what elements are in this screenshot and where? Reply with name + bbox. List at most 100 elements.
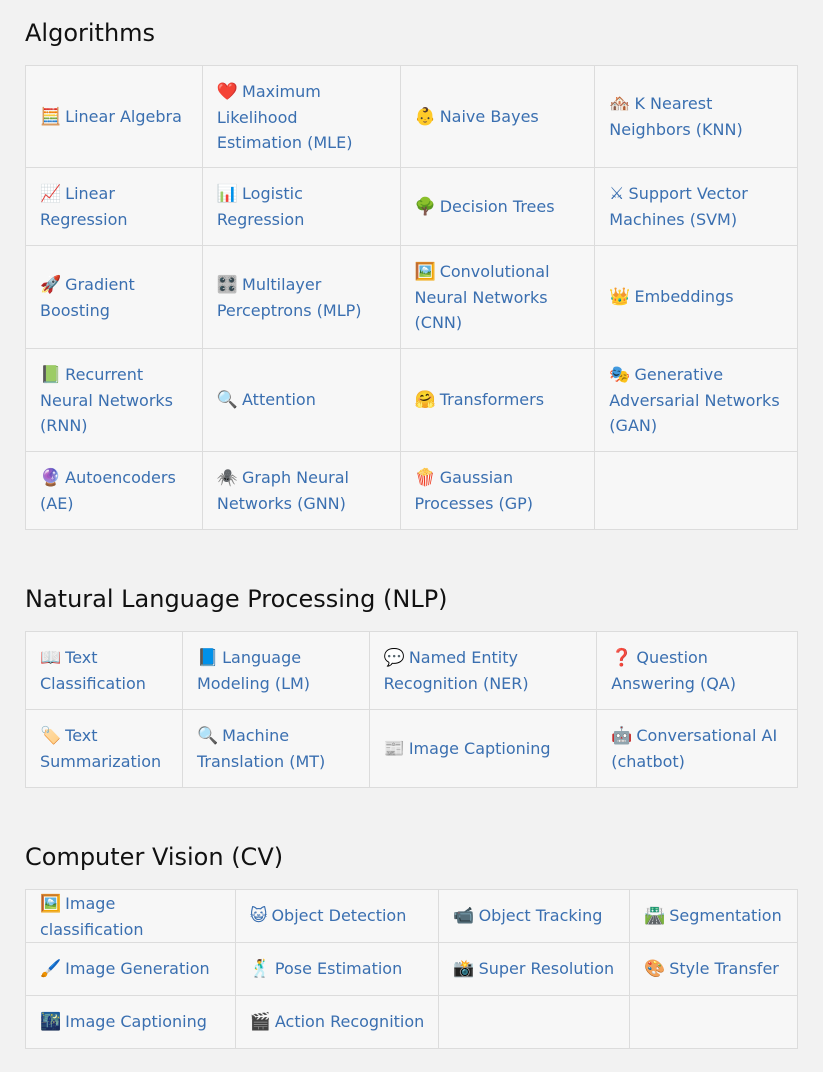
topic-link[interactable]: 👶 Naive Bayes: [414, 106, 539, 127]
topic-label: Super Resolution: [478, 959, 615, 978]
topic-icon: 🏘️: [609, 94, 631, 114]
topic-label: Image Captioning: [408, 738, 551, 758]
topic-icon: ❤️: [216, 81, 239, 102]
topic-link[interactable]: ❓ Question Answering (QA): [611, 648, 736, 693]
topic-label: Decision Trees: [439, 196, 555, 216]
table-cell: 🔍 Machine Translation (MT): [181, 709, 370, 788]
topic-link[interactable]: 📊 Logistic Regression: [217, 184, 305, 229]
table-cell: 🌃 Image Captioning: [25, 995, 236, 1049]
topic-link[interactable]: 📗 Recurrent Neural Networks (RNN): [40, 365, 173, 435]
topic-icon: ⚔: [609, 184, 625, 204]
topic-label: Attention: [242, 390, 316, 409]
section-title: Natural Language Processing (NLP): [25, 585, 448, 613]
topic-link[interactable]: 🍿 Gaussian Processes (GP): [415, 468, 534, 513]
topic-link[interactable]: 🚀 Gradient Boosting: [40, 275, 135, 320]
topic-link[interactable]: 🌃 Image Captioning: [40, 1012, 207, 1032]
topic-link[interactable]: 🔮 Autoencoders (AE): [40, 468, 176, 513]
table-cell: 👑 Embeddings: [594, 245, 798, 349]
algorithms-table: 🧮 Linear Algebra ❤️ Maximum Likelihood Esti…: [25, 65, 798, 530]
topic-label: Multilayer Perceptrons (MLP): [216, 274, 362, 320]
topic-link[interactable]: 📘 Language Modeling (LM): [197, 648, 310, 693]
topic-label: Transformers: [439, 390, 545, 409]
table-cell: 🖌️ Image Generation: [25, 942, 236, 996]
topic-link[interactable]: 🕷️ Graph Neural Networks (GNN): [217, 468, 349, 513]
topic-link[interactable]: 🔍 Attention: [216, 390, 316, 410]
topic-label: Embeddings: [634, 287, 734, 306]
topic-icon: 🚀: [40, 274, 62, 295]
topic-label: K Nearest Neighbors (KNN): [609, 94, 743, 139]
topic-label: Convolutional Neural Networks (CNN): [414, 262, 550, 332]
table-cell: 🖼️ Convolutional Neural Networks (CNN): [399, 245, 596, 349]
table-cell: 🏷️ Text Summarization: [25, 709, 183, 788]
topic-link[interactable]: ⚔ Support Vector Machines (SVM): [609, 184, 748, 229]
topic-link[interactable]: 🕺 Pose Estimation: [250, 959, 403, 979]
topic-icon: 🎛️: [216, 274, 239, 295]
topic-label: Linear Regression: [40, 184, 128, 229]
topic-link[interactable]: 🤗 Transformers: [415, 390, 545, 410]
topic-link[interactable]: 💬 Named Entity Recognition (NER): [384, 648, 529, 693]
table-cell: ❓ Question Answering (QA): [596, 631, 798, 710]
topic-link[interactable]: ❤️ Maximum Likelihood Estimation (MLE): [217, 82, 353, 152]
topic-label: Named Entity Recognition (NER): [383, 648, 529, 693]
topic-icon: 🌃: [40, 1012, 62, 1032]
topic-icon: 📊: [216, 184, 239, 204]
topic-icon: 🖼️: [414, 262, 436, 282]
topic-link[interactable]: 📖 Text Classification: [40, 648, 146, 693]
topic-link[interactable]: 🤖 Conversational AI (chatbot): [611, 726, 777, 771]
topic-icon: 🎨: [644, 959, 666, 979]
nlp-section: Natural Language Processing (NLP) 📖 Text …: [25, 584, 798, 788]
topic-icon: 🌳: [414, 196, 436, 217]
table-cell: 📈 Linear Regression: [25, 167, 203, 246]
table-cell: ⚔ Support Vector Machines (SVM): [594, 167, 798, 246]
topic-link[interactable]: 📰 Image Captioning: [384, 738, 551, 759]
table-cell: 🔍 Attention: [201, 348, 401, 452]
topic-icon: ❓: [611, 648, 633, 668]
table-cell: 🎨 Style Transfer: [629, 942, 798, 996]
topic-link[interactable]: 🔍 Machine Translation (MT): [197, 726, 325, 771]
topic-link[interactable]: 🎛️ Multilayer Perceptrons (MLP): [217, 275, 362, 320]
topic-label: Generative Adversarial Networks (GAN): [609, 365, 780, 435]
topic-link[interactable]: 🖼️ Convolutional Neural Networks (CNN): [415, 262, 550, 332]
table-cell: 📸 Super Resolution: [438, 942, 631, 996]
algorithms-section: Algorithms 🧮 Linear Algebra ❤️ Maximum Like…: [25, 18, 798, 530]
table-cell: 📖 Text Classification: [25, 631, 183, 710]
topic-link[interactable]: 🖌️ Image Generation: [40, 959, 210, 979]
topic-label: Object Tracking: [478, 906, 603, 925]
table-cell: 🖼️ Image classification: [25, 889, 236, 943]
topic-label: Gradient Boosting: [40, 274, 135, 320]
topic-link[interactable]: 🎬 Action Recognition: [250, 1012, 425, 1032]
topic-link[interactable]: 😺 Object Detection: [249, 906, 407, 926]
topic-icon: 📖: [40, 648, 62, 668]
table-cell: 📰 Image Captioning: [368, 709, 598, 788]
topic-label: Text Summarization: [40, 726, 162, 771]
topic-label: Style Transfer: [669, 959, 779, 978]
topic-label: Gaussian Processes (GP): [414, 468, 534, 513]
topic-link[interactable]: 🏷️ Text Summarization: [40, 726, 161, 771]
table-cell: 🕺 Pose Estimation: [234, 942, 440, 996]
topic-link[interactable]: 🌳 Decision Trees: [414, 196, 555, 217]
topic-link[interactable]: 🎭 Generative Adversarial Networks (GAN): [609, 365, 779, 435]
topic-link[interactable]: 🛣️ Segmentation: [644, 906, 782, 926]
topic-icon: 😺: [249, 906, 268, 926]
topic-icon: 👑: [609, 287, 631, 307]
topic-icon: 👶: [414, 106, 436, 127]
topic-label: Text Classification: [40, 648, 146, 693]
table-cell: 📊 Logistic Regression: [201, 167, 401, 246]
topic-link[interactable]: 📸 Super Resolution: [453, 959, 615, 979]
topic-link[interactable]: 🎨 Style Transfer: [644, 959, 779, 979]
topic-icon: 🛣️: [644, 906, 666, 926]
table-cell: 👶 Naive Bayes: [399, 65, 596, 168]
table-cell: [438, 995, 631, 1049]
table-cell: [594, 451, 798, 530]
topic-link[interactable]: 🖼️ Image classification: [40, 894, 144, 939]
topic-icon: 📸: [453, 959, 475, 979]
topic-label: Object Detection: [271, 906, 407, 925]
topic-link[interactable]: 🧮 Linear Algebra: [40, 107, 182, 127]
table-row: 🖌️ Image Generation 🕺 Pose Estimation 📸 Super…: [25, 942, 798, 996]
topic-link[interactable]: 📈 Linear Regression: [40, 184, 128, 229]
topic-link[interactable]: 📹 Object Tracking: [453, 906, 603, 926]
topic-link[interactable]: 👑 Embeddings: [609, 287, 734, 307]
topic-link[interactable]: 🏘️ K Nearest Neighbors (KNN): [609, 94, 742, 139]
topic-icon: 🔍: [216, 390, 239, 410]
topic-icon: 🎭: [609, 365, 631, 385]
